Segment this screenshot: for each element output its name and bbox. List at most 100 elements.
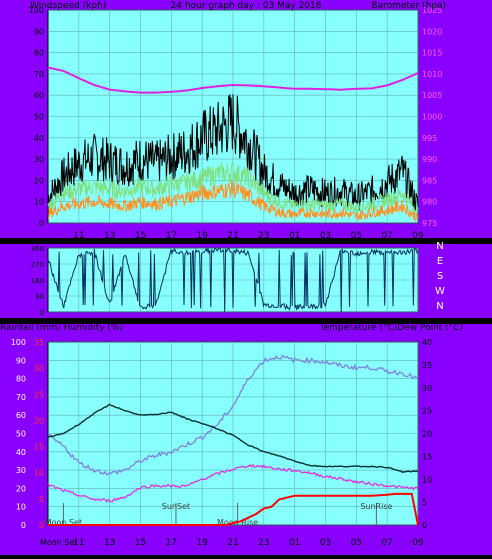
barometer-y-tick: 985 <box>422 176 437 185</box>
temperature-y-tick: 5 <box>422 498 427 507</box>
humidity-y-tick: 50 <box>16 430 26 439</box>
humidity-y-tick: 20 <box>16 484 26 493</box>
temperature-y-tick: 30 <box>422 384 432 393</box>
barometer-y-tick: 990 <box>422 155 437 164</box>
direction-y-tick: 180 <box>31 277 44 285</box>
rainfall-y-tick: 25 <box>34 390 44 399</box>
wind-y-tick: 40 <box>34 134 44 143</box>
temperature-x-tick: 09 <box>412 538 424 548</box>
temperature-x-tick: 11 <box>73 538 84 548</box>
temperature-x-tick: 05 <box>351 538 362 548</box>
event-marker-label: SunSet <box>162 502 190 511</box>
rainfall-y-tick: 5 <box>39 495 44 504</box>
humidity-y-tick: 70 <box>16 393 26 402</box>
temperature-x-tick: 03 <box>320 538 331 548</box>
temperature-axis-label: Temperature (°C)Dew Point (°C) <box>319 323 463 333</box>
moon-set-footer-label: Moon Set <box>40 538 77 547</box>
wind-x-tick: 01 <box>289 231 300 241</box>
barometer-y-tick: 1015 <box>422 49 442 58</box>
gust-series-line <box>47 94 419 211</box>
direction-y-tick: 0 <box>40 309 44 317</box>
compass-label: N <box>436 241 443 252</box>
temperature-y-tick: 25 <box>422 407 432 416</box>
compass-label: E <box>437 256 443 267</box>
average-series-line <box>47 160 419 216</box>
rain-humidity-axis-label: Rainfall (mm) Humidity (%) <box>0 323 123 333</box>
wind-x-tick: 23 <box>258 231 269 241</box>
wind-y-tick: 10 <box>34 198 44 207</box>
temperature-y-tick: 0 <box>422 521 427 530</box>
humidity-y-tick: 0 <box>21 521 26 530</box>
separator-2 <box>0 318 492 324</box>
wind-x-tick: 19 <box>196 231 208 241</box>
wind-y-tick: 70 <box>34 70 44 79</box>
humidity-y-tick: 10 <box>16 503 26 512</box>
wind-y-tick: 20 <box>34 176 44 185</box>
barometer-y-tick: 1005 <box>422 91 442 100</box>
lull-series-line <box>47 180 419 222</box>
barometer-y-tick: 975 <box>422 219 437 228</box>
compass-label: W <box>435 286 445 297</box>
wind-y-tick: 90 <box>34 27 44 36</box>
rainfall-y-tick: 10 <box>34 469 44 478</box>
temperature-x-tick: 15 <box>135 538 146 548</box>
wind-x-tick: 09 <box>412 231 424 241</box>
wind-y-tick: 60 <box>34 91 44 100</box>
wind-x-tick: 03 <box>320 231 331 241</box>
wind-x-tick: 11 <box>73 231 84 241</box>
wind-y-tick: 100 <box>29 6 44 15</box>
direction-y-tick: 270 <box>31 261 44 269</box>
compass-label: N <box>436 301 443 312</box>
rainfall-y-tick: 30 <box>34 364 44 373</box>
barometer-y-tick: 980 <box>422 198 437 207</box>
humidity-series-line <box>47 354 419 476</box>
temperature-series-line <box>48 403 419 474</box>
rainfall-y-tick: 20 <box>34 416 44 425</box>
barometer-axis-label: Barometer (hpa) <box>371 1 446 11</box>
event-marker-label: Moon Set <box>45 518 82 527</box>
barometer-y-tick: 995 <box>422 134 437 143</box>
wind-x-tick: 17 <box>166 231 177 241</box>
temperature-y-tick: 10 <box>422 475 432 484</box>
humidity-y-tick: 30 <box>16 466 26 475</box>
chart-title: 24 hour graph day : 03 May 2018 <box>171 1 322 11</box>
compass-label: S <box>437 271 443 282</box>
wind-x-tick: 05 <box>351 231 362 241</box>
humidity-y-tick: 90 <box>16 356 26 365</box>
barometer-y-tick: 1000 <box>422 113 442 122</box>
wind-x-tick: 13 <box>104 231 115 241</box>
temperature-y-tick: 20 <box>422 430 432 439</box>
temperature-x-tick: 21 <box>227 538 238 548</box>
rainfall-series-line <box>48 492 419 526</box>
rainfall-y-tick: 0 <box>39 521 44 530</box>
temperature-x-tick: 07 <box>381 538 392 548</box>
temperature-x-tick: 19 <box>196 538 208 548</box>
humidity-y-tick: 80 <box>16 375 26 384</box>
wind-x-tick: 07 <box>381 231 392 241</box>
event-marker-label: SunRise <box>360 502 392 511</box>
wind-y-tick: 50 <box>34 113 44 122</box>
barometer-y-tick: 1020 <box>422 27 442 36</box>
rainfall-y-tick: 15 <box>34 443 44 452</box>
temperature-x-tick: 13 <box>104 538 115 548</box>
windspeed-axis-label: Windspeed (kph) <box>30 1 106 11</box>
humidity-y-tick: 60 <box>16 411 26 420</box>
wind-x-tick: 15 <box>135 231 146 241</box>
barometer-y-tick: 1025 <box>422 6 442 15</box>
wind-y-tick: 0 <box>39 219 44 228</box>
temperature-y-tick: 35 <box>422 361 432 370</box>
direction-y-tick: 360 <box>31 245 44 253</box>
wind-direction-series-line <box>47 247 419 312</box>
dew-point-series-line <box>47 463 419 503</box>
wind-y-tick: 30 <box>34 155 44 164</box>
barometer-series-line <box>47 66 419 94</box>
barometer-y-tick: 1010 <box>422 70 442 79</box>
temperature-y-tick: 15 <box>422 452 432 461</box>
wind-x-tick: 21 <box>227 231 238 241</box>
humidity-y-tick: 100 <box>11 338 26 347</box>
temperature-x-tick: 23 <box>258 538 269 548</box>
temperature-x-tick: 17 <box>166 538 177 548</box>
rainfall-y-tick: 35 <box>34 338 44 347</box>
